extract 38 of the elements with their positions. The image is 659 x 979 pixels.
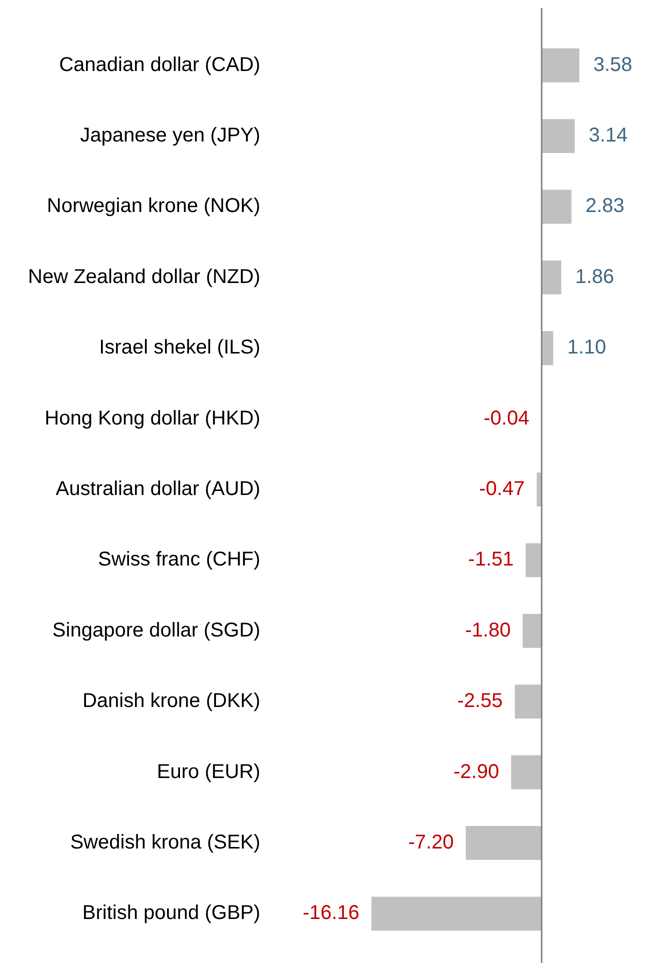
data-label: 1.10 <box>567 336 606 359</box>
bar <box>542 260 562 294</box>
bar <box>536 472 542 506</box>
y-tick-label: Norwegian krone (NOK) <box>46 195 260 218</box>
y-tick-label: Singapore dollar (SGD) <box>52 619 260 642</box>
bar <box>526 543 542 578</box>
bar <box>514 684 542 719</box>
data-label: -2.55 <box>457 690 503 712</box>
bar <box>542 190 572 224</box>
y-tick-label: Hong Kong dollar (HKD) <box>44 407 260 430</box>
bar <box>371 896 542 931</box>
data-label: 1.86 <box>575 266 614 288</box>
data-label: 2.83 <box>585 195 624 218</box>
y-tick-label: British pound (GBP) <box>82 902 260 924</box>
y-tick-label: Swedish krona (SEK) <box>70 831 260 854</box>
bar <box>542 48 580 82</box>
y-tick-label: Israel shekel (ILS) <box>99 336 260 359</box>
data-label: -0.47 <box>479 478 525 500</box>
bar <box>542 331 554 366</box>
y-tick-label: Australian dollar (AUD) <box>56 478 260 500</box>
data-label: -7.20 <box>408 831 454 854</box>
data-label: 3.58 <box>593 54 632 76</box>
data-label: 3.14 <box>588 124 628 147</box>
bar <box>542 119 575 154</box>
bar <box>466 826 542 860</box>
y-tick-label: Danish krone (DKK) <box>82 690 260 712</box>
data-label: -16.16 <box>302 902 360 924</box>
bar <box>511 755 542 790</box>
y-tick-label: New Zealand dollar (NZD) <box>28 266 260 288</box>
data-label: -1.80 <box>465 619 511 642</box>
data-label: -2.90 <box>454 760 500 783</box>
y-tick-label: Canadian dollar (CAD) <box>59 54 260 76</box>
y-tick-label: Japanese yen (JPY) <box>80 124 260 147</box>
y-tick-label: Swiss franc (CHF) <box>98 548 260 571</box>
data-label: -1.51 <box>468 548 514 571</box>
data-label: -0.04 <box>484 407 530 430</box>
bar <box>522 614 542 648</box>
y-tick-label: Euro (EUR) <box>156 760 260 783</box>
